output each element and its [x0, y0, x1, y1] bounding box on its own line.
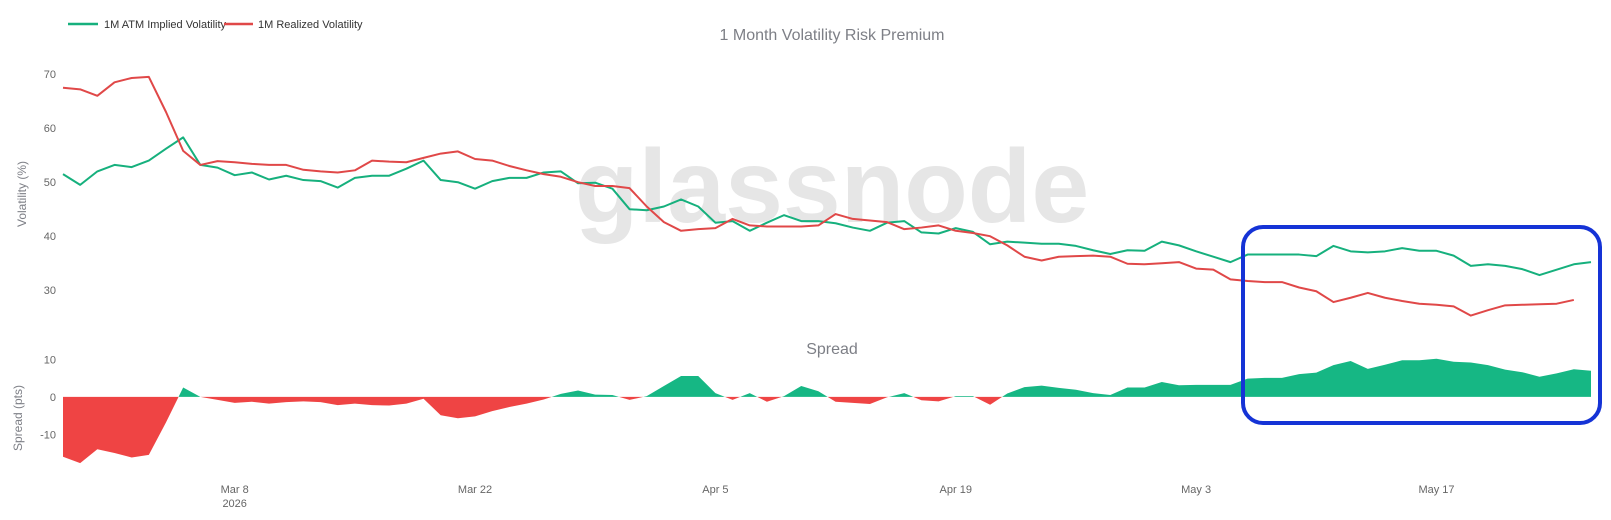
spread-y-tick-label: 10 [44, 354, 56, 366]
spread-y-tick-label: -10 [40, 429, 56, 441]
series-lines [62, 75, 1592, 317]
spread-y-ticks: 10 0 -10 [40, 354, 56, 441]
y-tick-label: 40 [44, 231, 56, 243]
spread-negative-area [63, 396, 1591, 464]
x-ticks: Mar 8 2026 Mar 22 Apr 5 Apr 19 May 3 May 17 [221, 484, 1455, 510]
x-tick-label: Mar 8 [221, 484, 249, 496]
legend: 1M ATM Implied Volatility 1M Realized Vo… [68, 19, 363, 31]
y-tick-label: 60 [44, 123, 56, 135]
y-ticks: 70 60 50 40 30 [44, 69, 56, 297]
x-tick-year-label: 2026 [222, 498, 246, 510]
realized-volatility-line [62, 75, 1575, 317]
chart-title: 1 Month Volatility Risk Premium [720, 27, 945, 44]
x-tick-label: Apr 19 [940, 484, 972, 496]
x-tick-label: May 17 [1418, 484, 1454, 496]
y-tick-label: 50 [44, 177, 56, 189]
legend-item-realized[interactable]: 1M Realized Volatility [224, 19, 363, 31]
legend-item-implied[interactable]: 1M ATM Implied Volatility [68, 19, 227, 31]
x-tick-label: Apr 5 [702, 484, 728, 496]
implied-volatility-line [62, 136, 1592, 277]
spread-positive-area [63, 358, 1591, 397]
spread-y-tick-label: 0 [50, 392, 56, 404]
watermark: glassnode [575, 129, 1089, 245]
y-tick-label: 70 [44, 69, 56, 81]
spread-title: Spread [806, 341, 858, 358]
spread-area [63, 358, 1591, 464]
y-axis-label: Volatility (%) [15, 161, 29, 227]
spread-y-axis-label: Spread (pts) [11, 385, 25, 451]
x-tick-label: Mar 22 [458, 484, 492, 496]
legend-label-realized: 1M Realized Volatility [258, 19, 363, 31]
x-tick-label: May 3 [1181, 484, 1211, 496]
legend-label-implied: 1M ATM Implied Volatility [104, 19, 227, 31]
y-tick-label: 30 [44, 285, 56, 297]
highlight-box [1241, 225, 1602, 425]
